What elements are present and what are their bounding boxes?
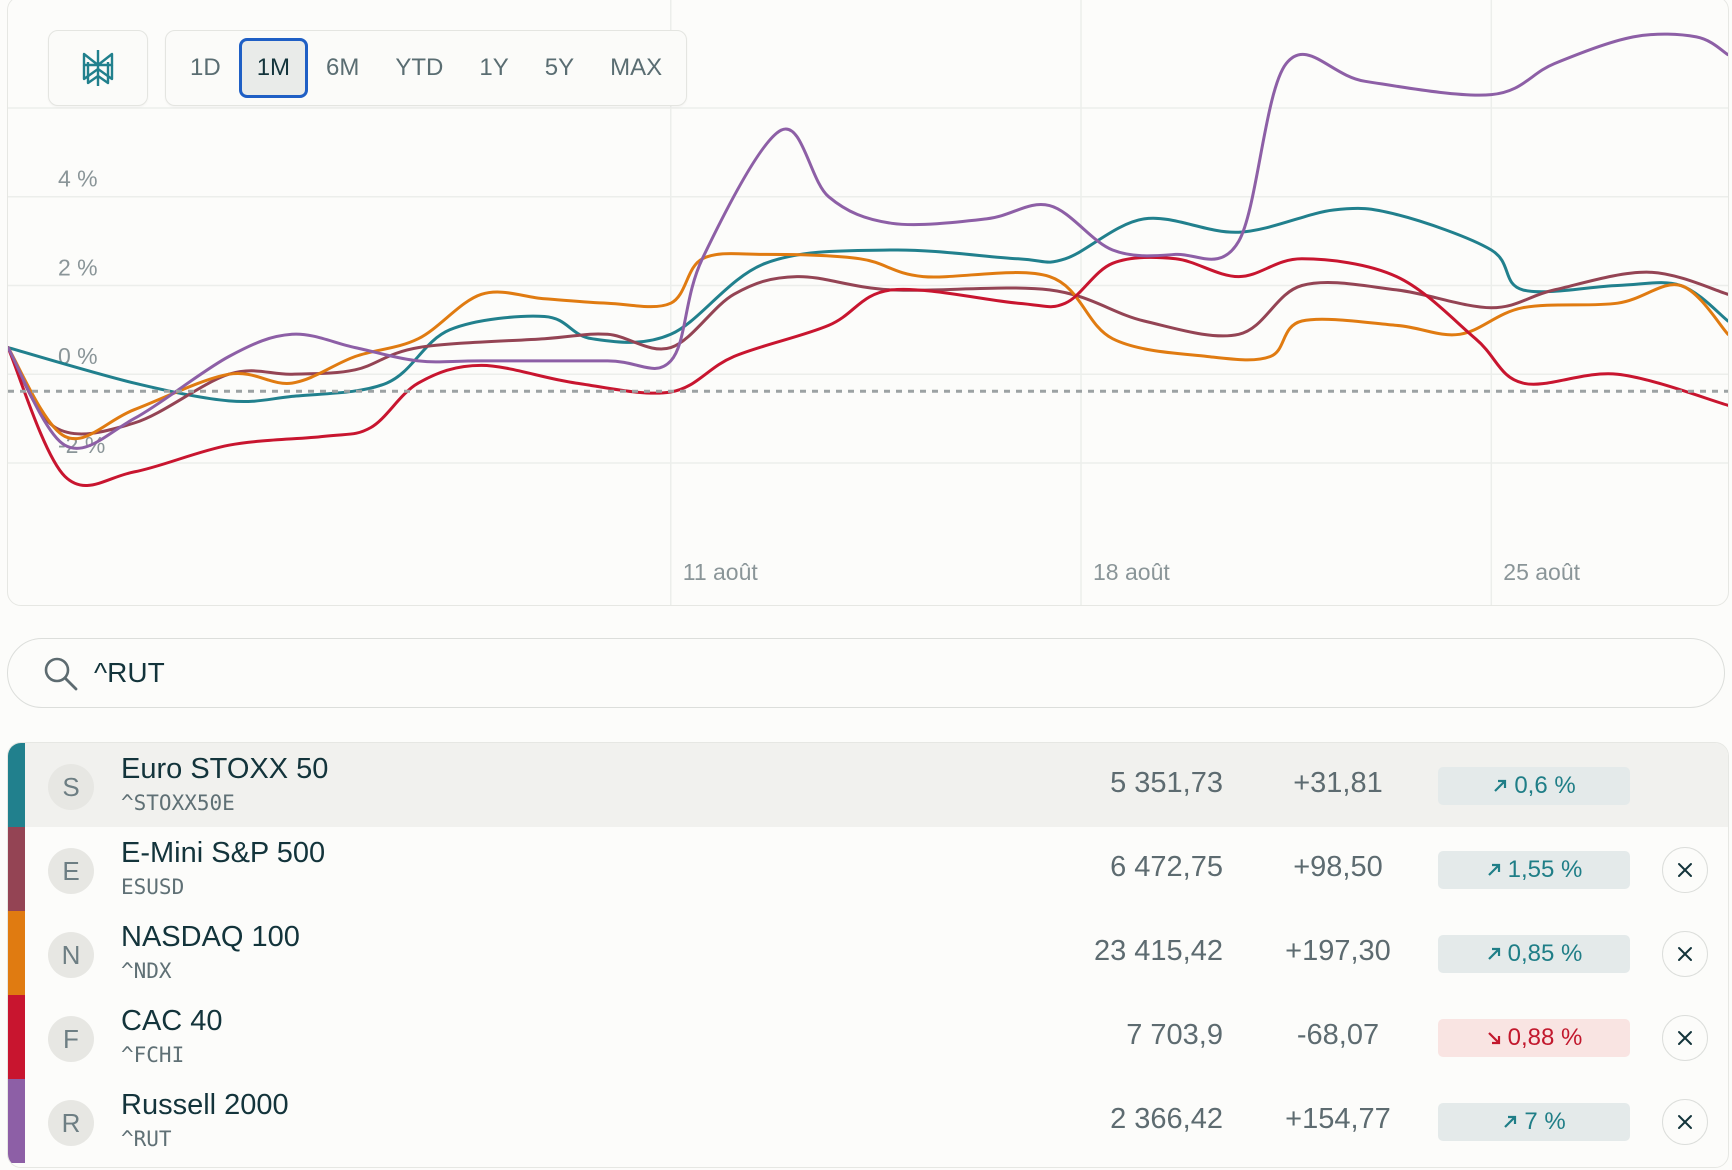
remove-button[interactable] [1662,1099,1708,1145]
percent-change-value: 7 % [1524,1108,1566,1135]
range-button-ytd[interactable]: YTD [395,54,444,81]
index-name: NASDAQ 100 [121,921,300,953]
index-row[interactable]: N NASDAQ 100 ^NDX 23 415,42 +197,30 0,85 % [8,911,1728,995]
index-avatar: E [48,848,94,894]
y-tick-label: 4 % [58,166,98,192]
index-change: +197,30 [1285,935,1391,967]
search-input[interactable] [94,653,1594,693]
index-name: CAC 40 [121,1005,223,1037]
index-row[interactable]: R Russell 2000 ^RUT 2 366,42 +154,77 7 % [8,1079,1728,1163]
series-line [8,252,1728,441]
close-icon [1678,1115,1692,1129]
range-button-max[interactable]: MAX [610,54,663,81]
index-change: -68,07 [1296,1019,1380,1051]
y-tick-label: 2 % [58,254,98,280]
index-ticker: ^NDX [121,959,172,983]
index-ticker: ^STOXX50E [121,791,235,815]
perplexity-logo-button[interactable] [48,30,148,106]
index-avatar: R [48,1100,94,1146]
search-bar [7,638,1725,708]
index-avatar: F [48,1016,94,1062]
index-name: Euro STOXX 50 [121,753,329,785]
percent-change-badge: 1,55 % [1438,851,1630,889]
index-ticker: ^RUT [121,1127,172,1151]
search-icon [44,657,78,691]
range-button-6m[interactable]: 6M [326,54,360,81]
arrow-up-right-icon [1492,778,1508,794]
time-range-selector: 1D 1M 6M YTD 1Y 5Y MAX [165,30,688,106]
remove-button[interactable] [1662,847,1708,893]
series-line [8,32,1728,450]
series-line [8,255,1728,487]
percent-change-badge: 0,88 % [1438,1019,1630,1057]
index-price: 23 415,42 [1093,935,1223,967]
percent-change-value: 1,55 % [1507,856,1583,883]
index-price: 6 472,75 [1110,851,1223,883]
index-name: Russell 2000 [121,1089,289,1121]
x-tick-label: 25 août [1503,559,1580,585]
index-name: E-Mini S&P 500 [121,837,326,869]
index-avatar: N [48,932,94,978]
index-price: 7 703,9 [1126,1019,1223,1051]
index-change: +31,81 [1293,767,1383,799]
range-button-5y[interactable]: 5Y [544,54,575,81]
index-row[interactable]: E E-Mini S&P 500 ESUSD 6 472,75 +98,50 1,55 % [8,827,1728,911]
close-icon [1678,1031,1692,1045]
index-change: +154,77 [1285,1103,1391,1135]
percent-change-badge: 0,6 % [1438,767,1630,805]
index-ticker: ESUSD [121,875,185,899]
close-icon [1678,947,1692,961]
range-button-1m[interactable]: 1M [238,38,309,98]
percent-change-badge: 0,85 % [1438,935,1630,973]
percent-change-value: 0,6 % [1514,772,1576,799]
series-color-bar [8,743,25,827]
series-color-bar [8,911,25,995]
remove-button[interactable] [1662,1015,1708,1061]
series-color-bar [8,827,25,911]
index-row[interactable]: F CAC 40 ^FCHI 7 703,9 -68,07 0,88 % [8,995,1728,1079]
series-color-bar [8,1079,25,1163]
index-ticker: ^FCHI [121,1043,185,1067]
index-change: +98,50 [1293,851,1383,883]
x-tick-label: 11 août [683,559,759,585]
percent-change-badge: 7 % [1438,1103,1630,1141]
series-line [8,270,1728,436]
percent-change-value: 0,85 % [1507,940,1583,967]
index-price: 5 351,73 [1110,767,1223,799]
index-avatar: S [48,764,94,810]
index-row[interactable]: S Euro STOXX 50 ^STOXX50E 5 351,73 +31,81 0,6… [8,743,1728,827]
series-line [8,206,1728,404]
percent-change-value: 0,88 % [1507,1024,1583,1051]
arrow-up-right-icon [1486,862,1502,878]
perplexity-icon [82,50,114,86]
x-tick-label: 18 août [1093,559,1170,585]
index-list: S Euro STOXX 50 ^STOXX50E 5 351,73 +31,81 0,6… [7,742,1729,1168]
arrow-down-right-icon [1486,1030,1502,1046]
series-color-bar [8,995,25,1079]
arrow-up-right-icon [1502,1114,1518,1130]
range-button-1y[interactable]: 1Y [479,54,509,81]
arrow-up-right-icon [1486,946,1502,962]
range-button-1d[interactable]: 1D [190,54,221,81]
index-price: 2 366,42 [1110,1103,1223,1135]
close-icon [1678,863,1692,877]
remove-button[interactable] [1662,931,1708,977]
